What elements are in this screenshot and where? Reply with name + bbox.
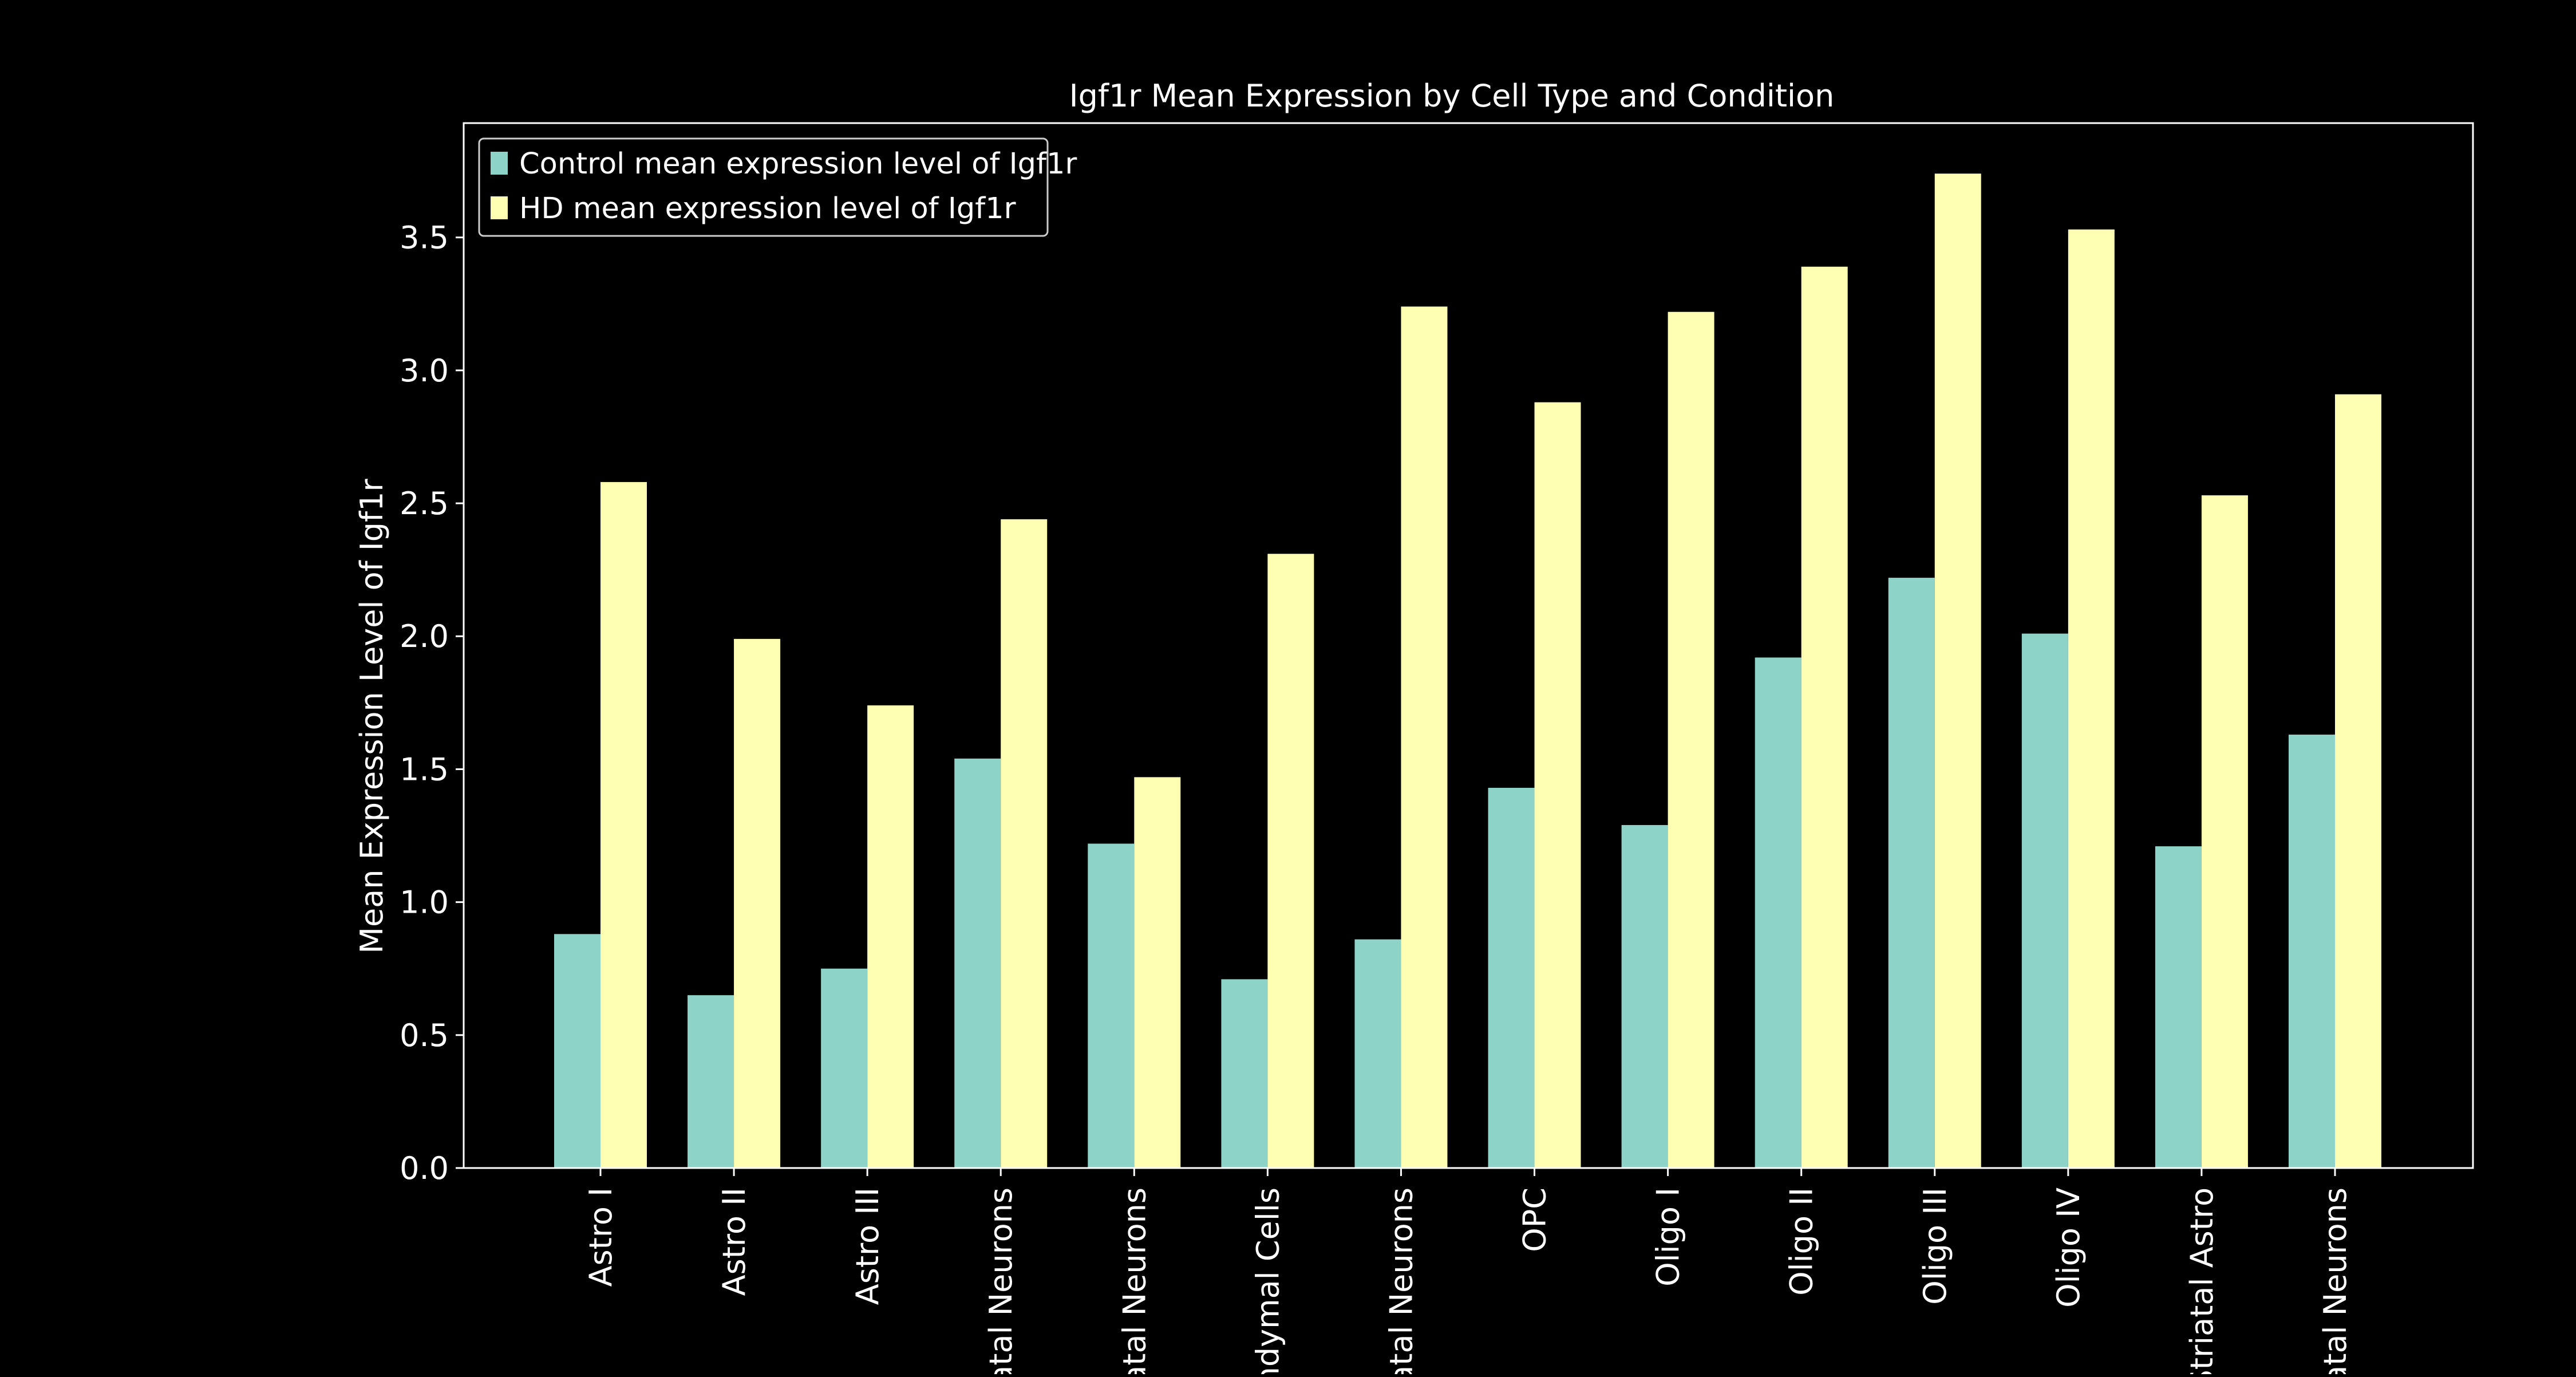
hd-bar: [1134, 777, 1181, 1168]
x-tick-label: Oligo II: [1784, 1187, 1820, 1296]
hd-bar: [1934, 173, 1981, 1168]
y-tick-label: 2.0: [400, 618, 449, 654]
legend-box: [478, 137, 1049, 237]
control-bar: [1354, 939, 1401, 1168]
x-tick-label: Oligo III: [1917, 1187, 1953, 1305]
x-tick-label: atal Neurons: [2317, 1187, 2353, 1374]
control-bar: [2021, 633, 2068, 1168]
y-tick-label: 3.0: [400, 353, 449, 389]
legend-swatch-control: [491, 152, 508, 175]
plot-frame: [463, 122, 2474, 1169]
y-tick-label: 1.5: [400, 751, 449, 787]
hd-bar: [2068, 229, 2115, 1169]
chart-title: Igf1r Mean Expression by Cell Type and C…: [1069, 78, 1835, 114]
y-tick-label: 1.0: [400, 885, 449, 921]
x-tick-label: OPC: [1517, 1187, 1553, 1252]
control-bar: [2155, 846, 2202, 1168]
y-tick-label: 0.5: [400, 1017, 449, 1054]
legend-swatch-hd: [491, 196, 508, 219]
x-tick-label: atal Neurons: [983, 1187, 1019, 1374]
hd-bar: [1668, 311, 1714, 1168]
control-bar: [1755, 657, 1801, 1168]
legend-label-hd: HD mean expression level of Igf1r: [519, 192, 1016, 226]
control-bar: [2289, 735, 2335, 1168]
x-tick-label: Oligo I: [1650, 1187, 1686, 1287]
hd-bar: [1001, 519, 1048, 1168]
y-axis-label: Mean Expression Level of Igf1r: [354, 479, 390, 954]
y-tick-label: 3.5: [400, 220, 449, 256]
x-tick-label: atal Neurons: [1116, 1187, 1152, 1374]
y-tick-label: 2.5: [400, 486, 449, 522]
x-axis: Astro I Astro II Astro III atal Neurons atal…: [583, 1168, 2353, 1377]
x-tick-label: Astro III: [850, 1187, 886, 1305]
x-tick-label: atal Neurons: [1383, 1187, 1419, 1374]
x-tick-label: Oligo IV: [2050, 1187, 2087, 1308]
control-bar: [1488, 787, 1535, 1168]
hd-bar: [734, 638, 781, 1168]
hd-bar: [1801, 266, 1848, 1168]
hd-bar: [867, 705, 914, 1168]
control-bar: [1088, 843, 1135, 1168]
x-tick-label: Astro II: [716, 1187, 752, 1296]
hd-bar: [2335, 394, 2381, 1169]
y-axis: 0.0 0.5 1.0 1.5 2.0 2.5 3.0 3.5: [400, 220, 464, 1186]
control-bar: [1621, 824, 1668, 1168]
legend-label-control: Control mean expression level of Igf1r: [519, 147, 1077, 181]
x-tick-label: Striatal Astro: [2184, 1187, 2220, 1374]
hd-bar: [2201, 495, 2248, 1168]
x-tick-label: ndymal Cells: [1250, 1187, 1286, 1374]
bars-layer: [554, 173, 2381, 1169]
hd-bar: [1534, 402, 1581, 1168]
control-bar: [1888, 578, 1935, 1168]
legend: Control mean expression level of Igf1r HD…: [478, 137, 1077, 237]
hd-bar: [1401, 306, 1448, 1168]
hd-bar: [1267, 554, 1314, 1169]
control-bar: [554, 934, 600, 1168]
control-bar: [688, 995, 734, 1168]
control-bar: [954, 758, 1001, 1168]
control-bar: [1221, 979, 1268, 1168]
y-tick-label: 0.0: [400, 1150, 449, 1186]
hd-bar: [600, 482, 647, 1168]
x-tick-label: Astro I: [583, 1187, 619, 1287]
control-bar: [821, 968, 868, 1168]
